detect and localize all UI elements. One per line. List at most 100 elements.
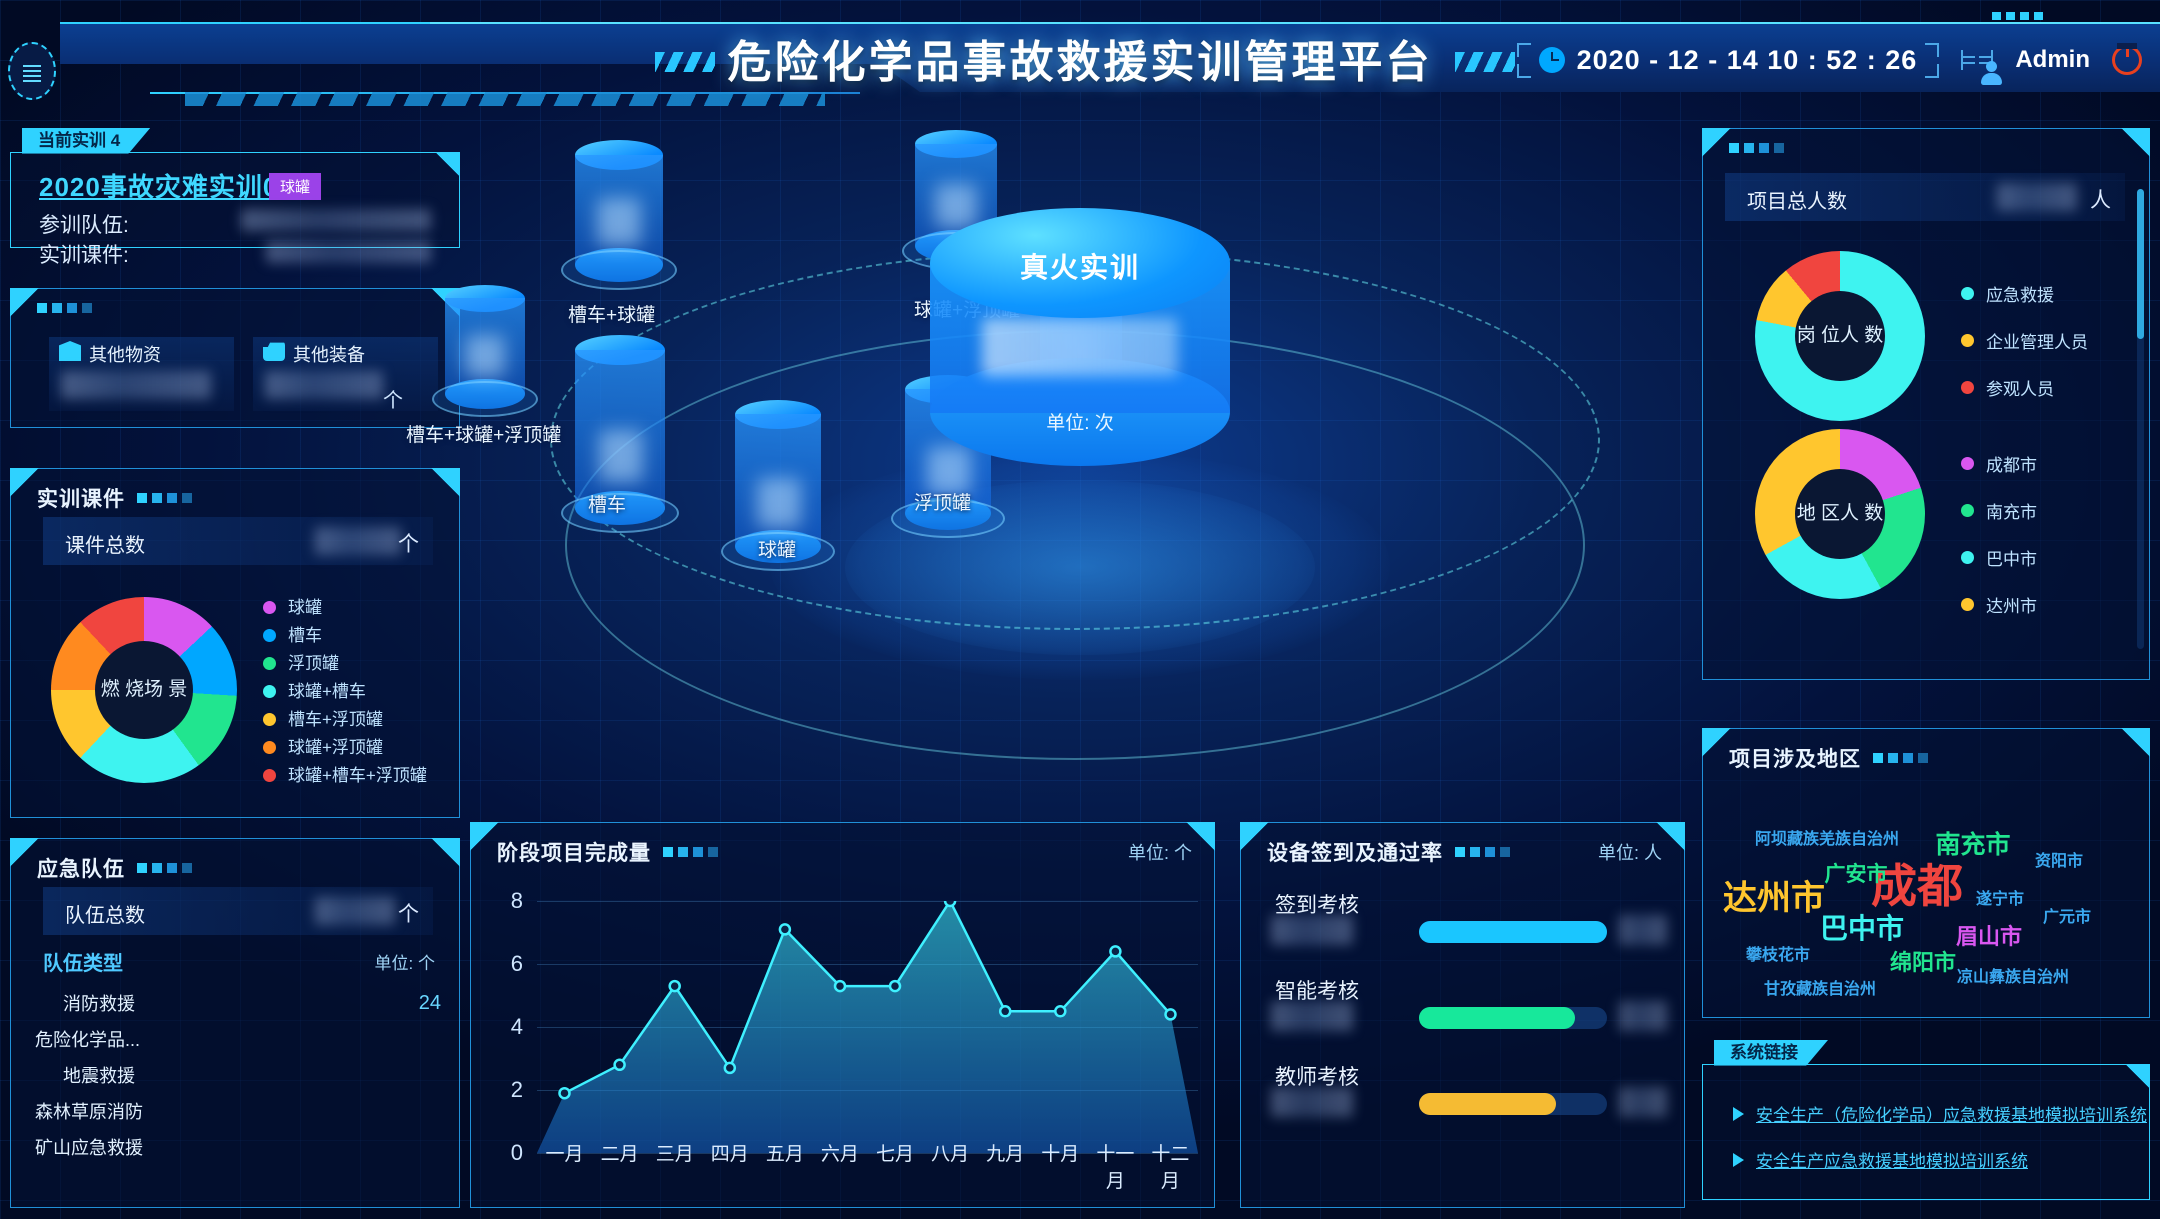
legend-item: 槽车+浮顶罐 bbox=[263, 711, 427, 728]
training-name-link[interactable]: 2020事故灾难实训03 bbox=[39, 172, 294, 202]
blocks-icon bbox=[1729, 143, 1784, 153]
datetime-display: 2020 - 12 - 14 10 : 52 : 26 bbox=[1516, 42, 1940, 78]
training-courseware-label: 实训课件: bbox=[39, 244, 129, 267]
chart-y-tick: 6 bbox=[510, 951, 523, 976]
chart-x-tick: 九月 bbox=[986, 1144, 1025, 1165]
equipment-icon bbox=[263, 342, 285, 361]
people-total-stat: 项目总人数 人 bbox=[1725, 173, 2125, 221]
system-link-item[interactable]: 安全生产（危险化学品）应急救援基地模拟培训系统 bbox=[1733, 1101, 2147, 1126]
team-type-bar-chart: 消防救援 24 危险化学品... 地震救援 森林草原消防 矿山应急救援 bbox=[35, 985, 441, 1165]
scene-node-cylinder bbox=[721, 400, 835, 571]
power-icon[interactable] bbox=[2112, 43, 2142, 75]
word-cloud-item[interactable]: 甘孜藏族自治州 bbox=[1763, 981, 1877, 998]
team-bar-row: 矿山应急救援 bbox=[35, 1129, 441, 1165]
supply-card-materials[interactable]: 其他物资 bbox=[49, 337, 234, 411]
courseware-panel: 实训课件 课件总数 个 燃 烧场 景 球罐 槽车 浮顶罐 球罐+槽车 槽车+浮顶罐 球罐+… bbox=[10, 468, 460, 818]
chart-y-tick: 8 bbox=[510, 888, 523, 913]
blocks-icon bbox=[1455, 847, 1510, 857]
legend-item: 球罐+槽车+浮顶罐 bbox=[263, 767, 427, 784]
training-courseware-value bbox=[266, 241, 431, 263]
word-cloud-item[interactable]: 广元市 bbox=[2042, 909, 2092, 926]
courseware-total-label: 课件总数 bbox=[65, 535, 145, 557]
word-cloud-item[interactable]: 凉山彝族自治州 bbox=[1956, 969, 2070, 986]
legend-item: 企业管理人员 bbox=[1961, 328, 2088, 353]
teams-total-label: 队伍总数 bbox=[65, 905, 145, 927]
legend-label: 球罐+槽车 bbox=[288, 682, 366, 701]
legend-label: 槽车 bbox=[288, 626, 322, 645]
regions-title: 项目涉及地区 bbox=[1729, 743, 1928, 773]
legend-color-dot bbox=[1961, 504, 1974, 517]
stage-progress-title-text: 阶段项目完成量 bbox=[497, 842, 651, 865]
word-cloud-item[interactable]: 绵阳市 bbox=[1889, 950, 1957, 975]
system-link-item[interactable]: 安全生产应急救援基地模拟培训系统 bbox=[1733, 1147, 2028, 1172]
chart-x-tick: 五月 bbox=[765, 1144, 804, 1165]
pass-rate-row-total bbox=[1619, 1001, 1667, 1031]
legend-color-dot bbox=[263, 629, 276, 642]
scene-node-cylinder bbox=[561, 140, 677, 290]
legend-item: 浮顶罐 bbox=[263, 655, 427, 672]
team-bar-label: 森林草原消防 bbox=[35, 1102, 143, 1122]
pass-rate-title-text: 设备签到及通过率 bbox=[1267, 842, 1443, 865]
supply-card-equipment[interactable]: 其他装备 bbox=[253, 337, 438, 411]
app-header: 危险化学品事故救援实训管理平台 2020 - 12 - 14 10 : 52 :… bbox=[0, 0, 2160, 118]
legend-color-dot bbox=[1961, 457, 1974, 470]
team-bar-row: 消防救援 24 bbox=[35, 985, 441, 1021]
team-bar-label: 消防救援 bbox=[63, 994, 135, 1014]
team-bar-label: 矿山应急救援 bbox=[35, 1138, 143, 1158]
word-cloud-item[interactable]: 阿坝藏族羌族自治州 bbox=[1754, 831, 1900, 848]
training-type-badge: 球罐 bbox=[269, 173, 322, 200]
courseware-legend: 球罐 槽车 浮顶罐 球罐+槽车 槽车+浮顶罐 球罐+浮顶罐 球罐+槽车+浮顶罐 bbox=[263, 599, 427, 795]
header-dash-decor bbox=[185, 92, 825, 106]
word-cloud-item[interactable]: 攀枝花市 bbox=[1745, 947, 1811, 964]
word-cloud-item[interactable]: 南充市 bbox=[1935, 831, 2011, 859]
legend-label: 成都市 bbox=[1986, 456, 2037, 475]
regions-title-text: 项目涉及地区 bbox=[1729, 748, 1861, 771]
stage-progress-x-axis: 一月 二月 三月 四月 五月 六月 七月 八月 九月 十月 十一月 十二月 bbox=[537, 1139, 1198, 1193]
people-total-label: 项目总人数 bbox=[1747, 191, 1847, 213]
word-cloud-item[interactable]: 巴中市 bbox=[1819, 913, 1905, 944]
legend-label: 应急救援 bbox=[1986, 286, 2054, 305]
legend-label: 槽车+浮顶罐 bbox=[288, 710, 383, 729]
teams-title-text: 应急队伍 bbox=[37, 858, 125, 881]
supply-materials-label: 其他物资 bbox=[89, 345, 161, 365]
datetime-text: 2020 - 12 - 14 10 : 52 : 26 bbox=[1576, 44, 1918, 75]
supplies-panel: 其他物资 其他装备 个 bbox=[10, 288, 460, 428]
teams-total-stat: 队伍总数 个 bbox=[43, 887, 433, 935]
word-cloud-item[interactable]: 成都 bbox=[1871, 860, 1963, 912]
legend-color-dot bbox=[263, 601, 276, 614]
legend-label: 巴中市 bbox=[1986, 550, 2037, 569]
courseware-title: 实训课件 bbox=[37, 483, 192, 513]
teams-title: 应急队伍 bbox=[37, 853, 192, 883]
scene-label-2: 槽车+球罐+浮顶罐 bbox=[406, 425, 562, 446]
blocks-icon bbox=[37, 303, 92, 313]
supply-equipment-label: 其他装备 bbox=[293, 345, 365, 365]
blocks-icon bbox=[137, 863, 192, 873]
team-bar-label: 地震救援 bbox=[63, 1066, 135, 1086]
pass-rate-row-value bbox=[1271, 915, 1353, 945]
supplies-panel-decor bbox=[37, 303, 92, 313]
blocks-icon bbox=[1873, 753, 1928, 763]
courseware-total-stat: 课件总数 个 bbox=[43, 517, 433, 565]
stage-progress-panel: 阶段项目完成量 单位: 个 0 2 4 6 8 一月 二月 三月 四月 五月 六月 七月 八月 九月 十月… bbox=[470, 822, 1215, 1208]
supplies-unit-label: 个 bbox=[383, 390, 403, 412]
pass-rate-track bbox=[1419, 921, 1607, 943]
current-training-tab[interactable]: 当前实训 4 bbox=[22, 128, 150, 154]
pass-rate-track bbox=[1419, 1007, 1607, 1029]
word-cloud-item[interactable]: 达州市 bbox=[1723, 879, 1825, 918]
scene-node-cylinder bbox=[561, 335, 679, 535]
people-total-unit: 人 bbox=[2090, 189, 2111, 212]
pass-rate-row-value bbox=[1271, 1087, 1353, 1117]
people-scrollbar[interactable] bbox=[2137, 189, 2144, 649]
word-cloud-item[interactable]: 遂宁市 bbox=[1975, 891, 2025, 908]
regions-panel: 项目涉及地区 成都 达州市 巴中市 南充市眉山市 绵阳市 广安市 阿坝藏族羌族自治州凉山彝族… bbox=[1702, 728, 2150, 1018]
word-cloud-item[interactable]: 资阳市 bbox=[2034, 853, 2084, 870]
word-cloud-item[interactable]: 广安市 bbox=[1824, 863, 1888, 886]
user-avatar[interactable] bbox=[1961, 50, 1994, 70]
chart-y-tick: 2 bbox=[510, 1077, 523, 1102]
scene-label-4: 槽车 bbox=[588, 495, 627, 516]
header-right-controls: 2020 - 12 - 14 10 : 52 : 26 Admin bbox=[1516, 36, 2142, 84]
scene-core-value bbox=[982, 318, 1178, 376]
chart-x-tick: 二月 bbox=[600, 1144, 639, 1165]
word-cloud-item[interactable]: 眉山市 bbox=[1955, 924, 2023, 949]
menu-icon[interactable] bbox=[8, 42, 56, 100]
